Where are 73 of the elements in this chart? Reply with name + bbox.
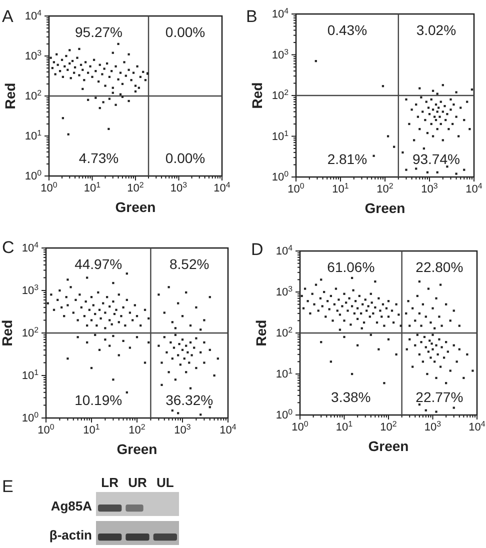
y-tick-label: 10$^{3}$ [24,48,42,63]
x-tick-label: 10$^{1}$ [83,422,100,436]
y-tick-label: 10$^{4}$ [22,240,40,255]
x-tick-label: 10$^{1}$ [84,180,102,194]
x-axis-title: Green [364,200,406,216]
annotation: 44.97% [74,256,122,272]
annotation: 4.73% [78,150,119,166]
x-axis-title: Green [368,438,409,454]
y-tick-label: 10$^{4}$ [276,243,294,258]
y-axis-title: Red [2,82,18,110]
x-tick-label: 10$^{1}$ [336,418,354,434]
x-tick-label: 10$^{3}$ [421,180,438,196]
text: β-actin [49,528,92,543]
y-tick-label: 10$^{1}$ [24,128,42,143]
annotation: 8.52% [169,256,210,272]
x-tick-label: 10$^{3}$ [170,180,188,194]
x-tick-label: 10$^{2}$ [127,180,144,194]
y-tick-label: 10$^{2}$ [22,325,38,340]
x-tick-label: 10$^{0}$ [38,422,55,436]
y-tick-label: 10$^{0}$ [24,168,42,183]
x-axis-title: Green [115,199,156,216]
x-tick-label: 10$^{2}$ [376,180,394,196]
x-tick-label: 10$^{0}$ [40,180,58,194]
annotation: 10.19% [74,392,122,408]
annotation: 93.74% [412,151,460,168]
x-tick-label: 10$^{4}$ [468,418,486,434]
annotation: 36.32% [166,392,214,408]
category-label: UL [156,475,174,490]
chart-title: D [251,240,264,259]
annotation: 2.81% [327,151,368,168]
annotation: 3.38% [331,389,371,406]
x-tick-label: 10$^{0}$ [288,180,305,196]
y-axis-title: Red [249,82,266,109]
text: Ag85A [50,498,93,514]
x-tick-label: 10$^{0}$ [292,418,309,434]
annotation: 0.00% [165,150,206,166]
x-tick-label: 10$^{4}$ [220,422,237,436]
x-tick-label: 10$^{4}$ [214,180,231,194]
x-tick-label: 10$^{2}$ [128,422,146,436]
chart-title: A [2,7,14,26]
x-axis-title: Green [116,441,158,458]
x-tick-label: 10$^{2}$ [380,418,397,434]
y-tick-label: 10$^{1}$ [272,128,290,143]
x-tick-label: 10$^{3}$ [424,418,442,434]
annotation: 3.02% [416,22,456,38]
y-tick-label: 10$^{3}$ [276,284,294,299]
y-tick-label: 10$^{3}$ [272,46,290,62]
annotation: 0.43% [327,22,368,38]
annotation: 22.77% [416,389,464,406]
y-tick-label: 10$^{2}$ [276,325,292,340]
y-tick-label: 10$^{0}$ [272,169,290,184]
y-tick-label: 10$^{2}$ [24,88,42,103]
y-tick-label: 10$^{1}$ [22,368,40,382]
y-tick-label: 10$^{0}$ [276,407,294,422]
y-axis-title: Red [253,320,270,346]
x-tick-label: 10$^{1}$ [332,180,350,196]
annotation: 95.27% [75,24,122,40]
chart-title: C [2,238,14,257]
category-label: LR [101,475,120,490]
category-label: UR [128,475,148,490]
y-tick-label: 10$^{2}$ [272,88,288,102]
annotation: 0.00% [165,24,206,40]
x-tick-label: 10$^{3}$ [174,422,192,436]
annotation: 22.80% [416,259,464,276]
y-tick-label: 10$^{4}$ [272,6,290,21]
y-tick-label: 10$^{4}$ [24,8,42,23]
chart-title: B [246,7,258,26]
x-tick-label: 10$^{4}$ [466,180,483,196]
annotation: 61.06% [327,259,375,276]
text: E [2,477,14,496]
y-tick-label: 10$^{3}$ [22,282,40,298]
y-tick-label: 10$^{1}$ [276,366,294,381]
y-axis-title: Red [0,320,16,346]
